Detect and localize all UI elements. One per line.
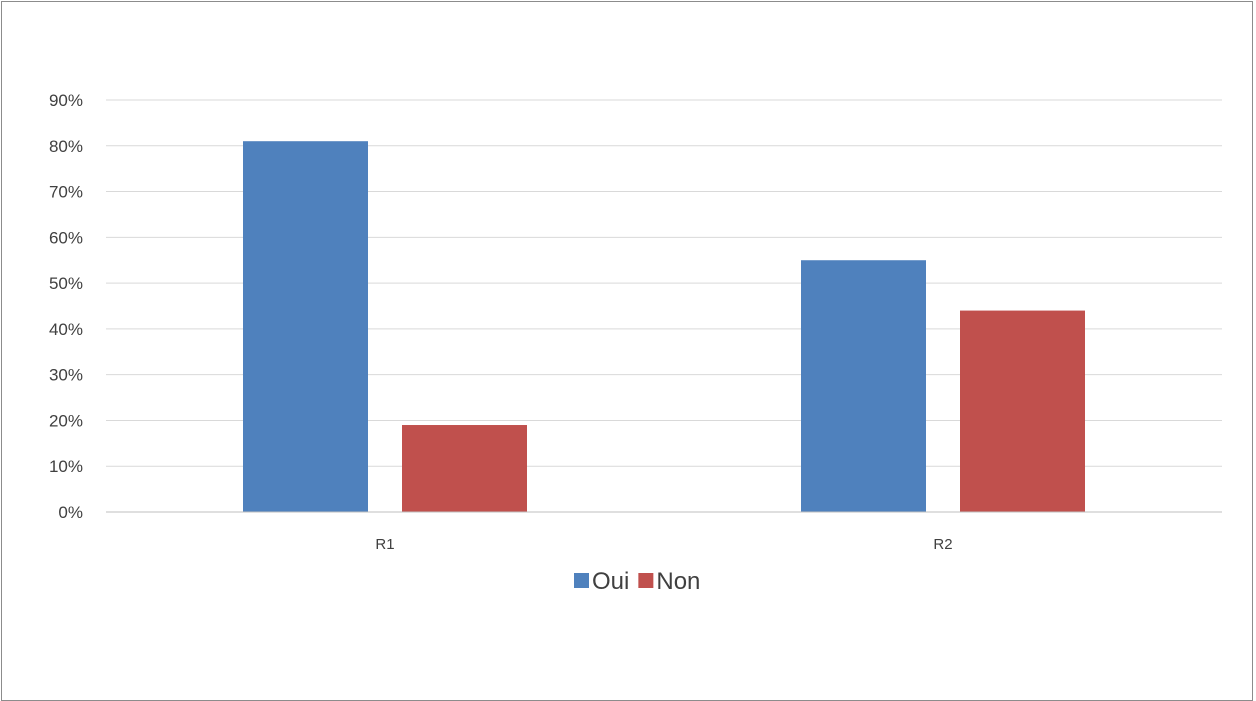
y-axis-tick-labels: 0% 10% 20% 30% 40% 50% 60% 70% 80% 90% — [49, 91, 83, 522]
x-category-label: R1 — [375, 536, 394, 553]
bar-non-r2 — [960, 310, 1085, 512]
legend-label-non: Non — [656, 568, 700, 595]
y-tick-label: 40% — [49, 320, 83, 339]
y-tick-label: 20% — [49, 411, 83, 430]
y-tick-label: 30% — [49, 366, 83, 385]
y-tick-label: 70% — [49, 183, 83, 202]
bar-oui-r2 — [801, 260, 926, 512]
y-tick-label: 90% — [49, 91, 83, 110]
y-tick-label: 50% — [49, 274, 83, 293]
y-tick-label: 0% — [58, 503, 83, 522]
y-tick-label: 10% — [49, 457, 83, 476]
legend-label-oui: Oui — [592, 568, 629, 595]
bar-oui-r1 — [243, 141, 368, 512]
x-category-label: R2 — [933, 536, 952, 553]
legend-swatch-oui — [574, 573, 589, 588]
y-tick-label: 60% — [49, 228, 83, 247]
bars — [243, 141, 1085, 512]
legend-swatch-non — [638, 573, 654, 588]
x-axis-category-labels: R1 R2 — [375, 536, 952, 553]
y-tick-label: 80% — [49, 137, 83, 156]
legend: Oui Non — [574, 568, 700, 595]
bar-non-r1 — [402, 425, 527, 512]
